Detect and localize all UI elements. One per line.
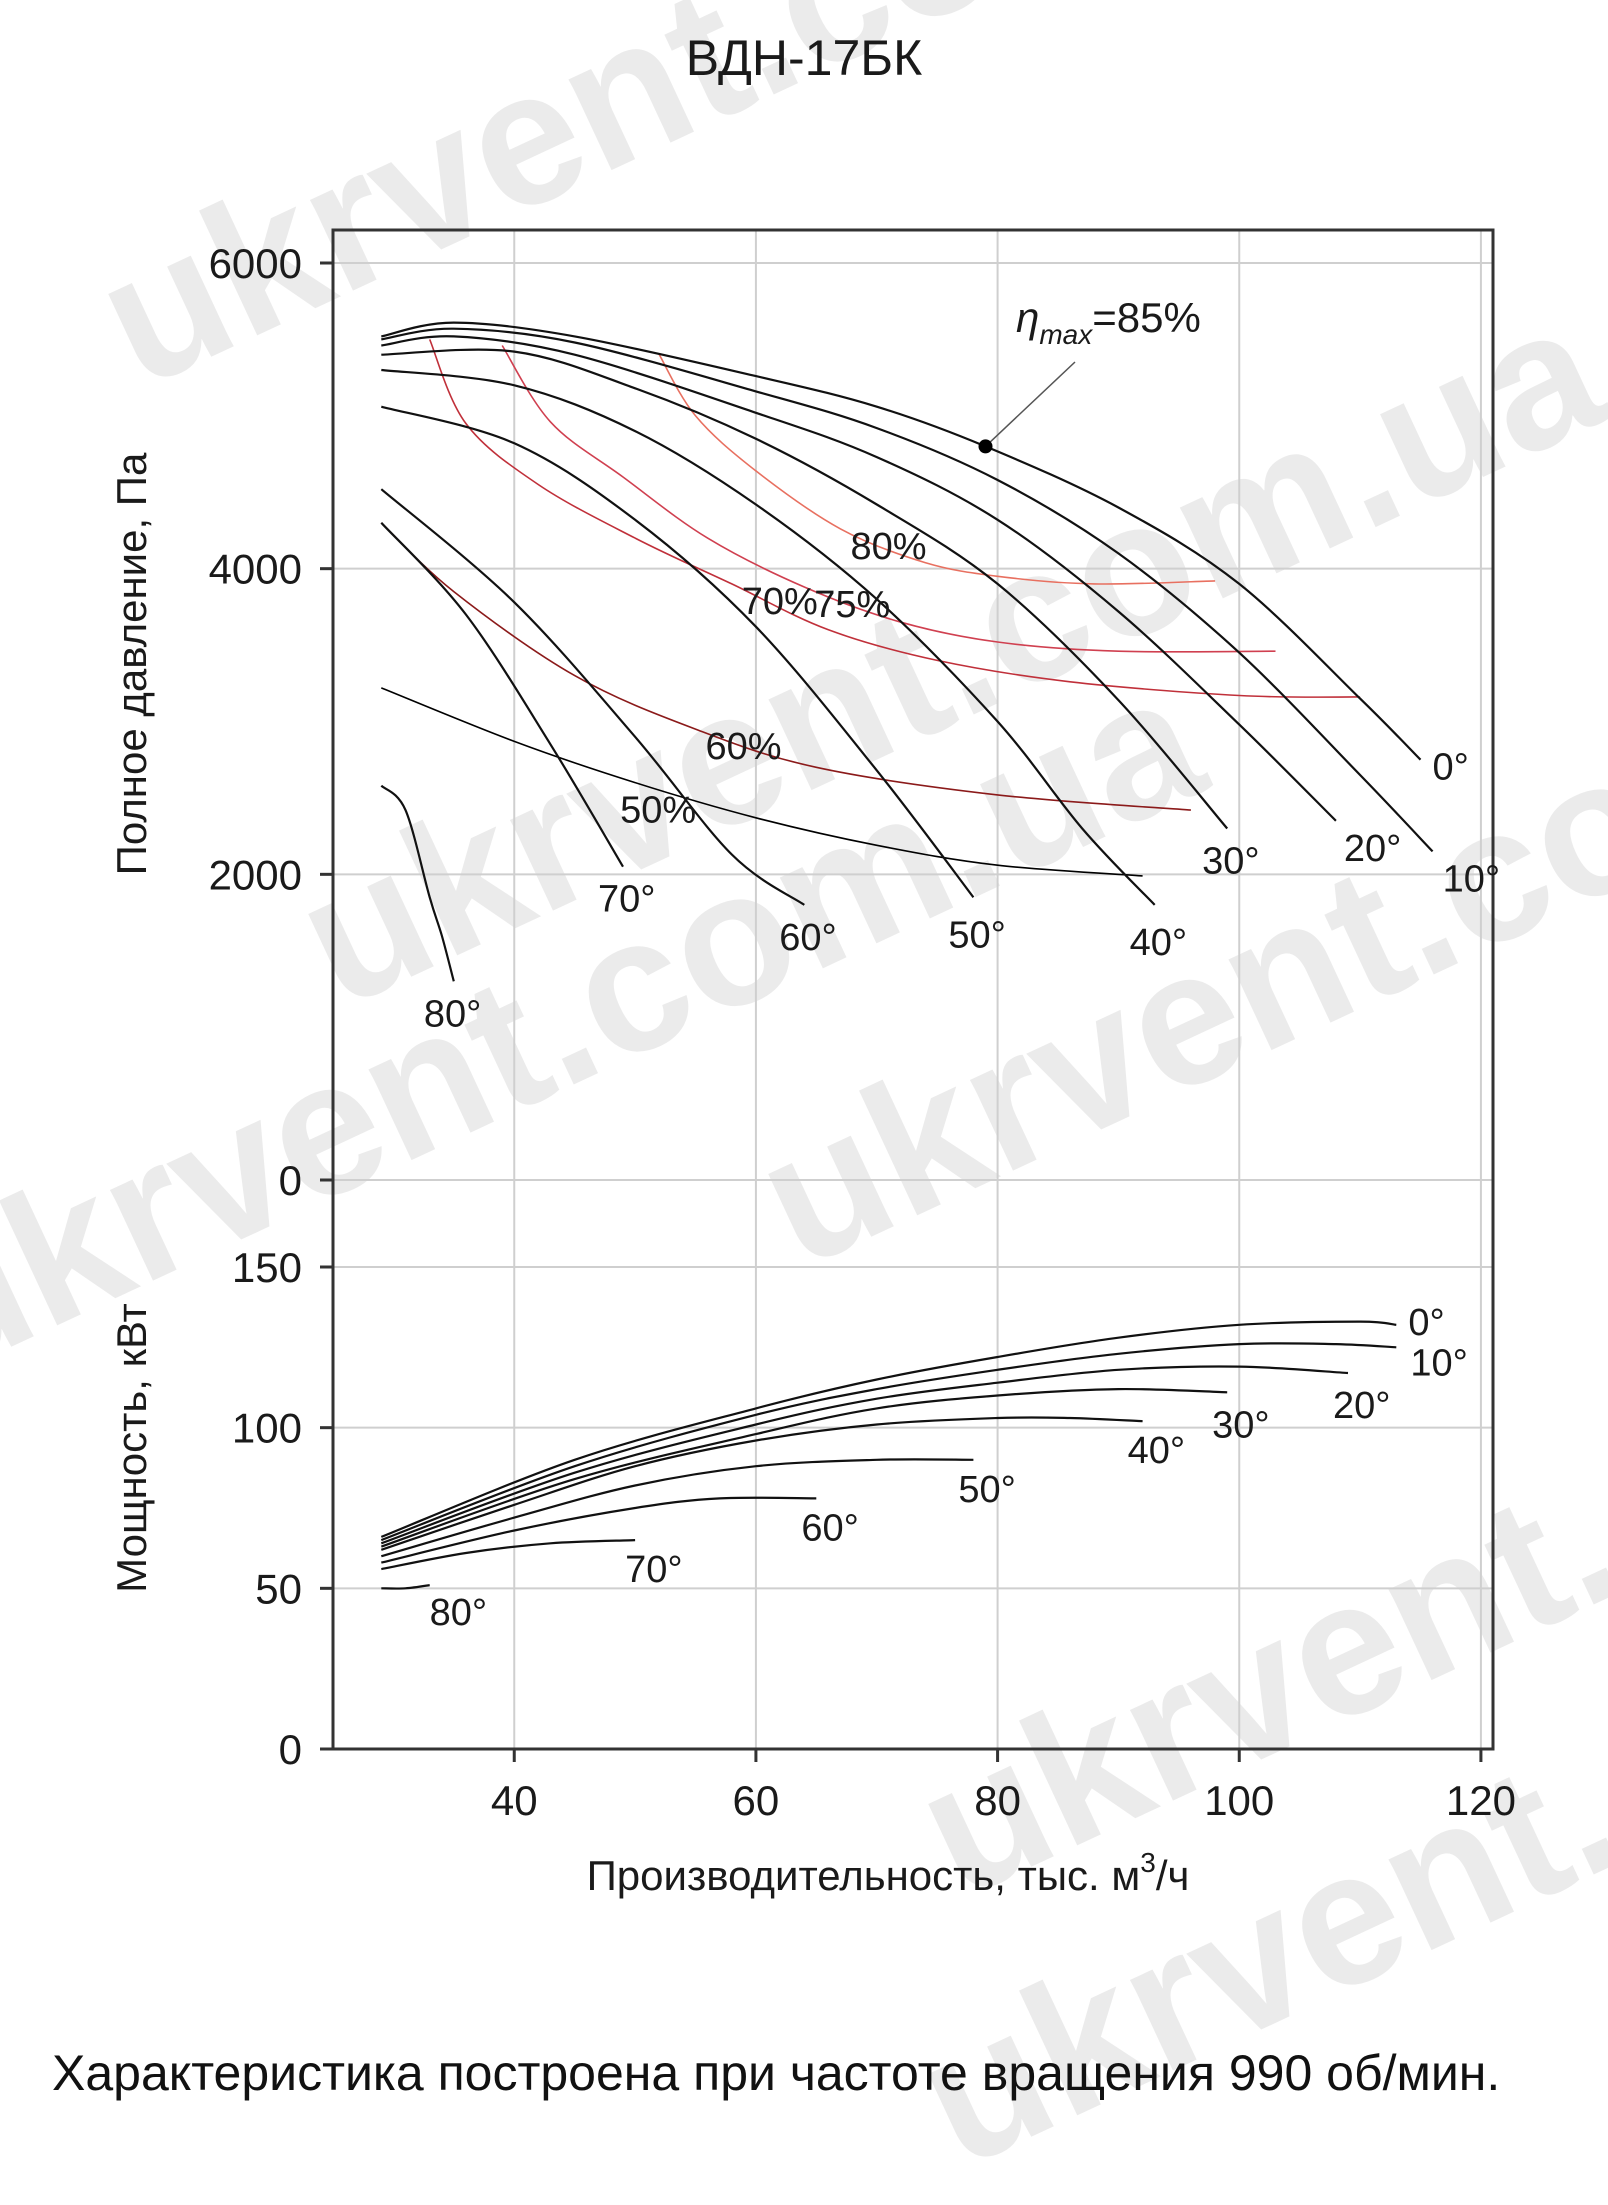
efficiency-curve-60pct [380,522,1191,811]
pressure-curve-label-10deg: 10° [1443,858,1500,900]
power-curve-40deg [380,1416,1143,1551]
x-axis-label-main: Производительность, тыс. м [587,1852,1141,1899]
efficiency-label-50pct: 50% [620,790,696,832]
eta-max-value: =85% [1092,294,1201,341]
pressure-curve-label-40deg: 40° [1130,922,1187,964]
power-curve-label-70deg: 70° [625,1549,682,1591]
x-axis-label-tail: /ч [1156,1852,1190,1899]
power-axis-label: Мощность, кВт [108,1303,155,1593]
pressure-curve-label-20deg: 20° [1344,828,1401,870]
power-curve-70deg [381,1539,636,1571]
plot-frame [331,228,1495,1751]
power-curve-20deg [380,1365,1349,1545]
pressure-tick-label: 4000 [209,546,302,593]
power-curve-80deg [381,1584,430,1590]
pressure-tick-label: 6000 [209,240,302,287]
efficiency-curve-50pct [381,687,1143,877]
efficiency-label-60pct: 60% [706,726,782,768]
power-tick-label: 0 [279,1726,302,1773]
pressure-curve-50deg [381,405,975,898]
power-curve-label-0deg: 0° [1408,1302,1444,1344]
power-curve-30deg [380,1387,1228,1548]
eta-max-point [978,439,993,454]
pressure-curve-80deg [380,784,455,982]
pressure-curve-10deg [381,327,1434,853]
chart-lines [380,321,1434,1590]
footnote: Характеристика построена при частоте вра… [52,2045,1501,2101]
grid-lines [320,230,1493,1762]
efficiency-curve-70pct [428,339,1361,698]
power-curve-label-40deg: 40° [1128,1430,1185,1472]
pressure-curve-label-30deg: 30° [1202,840,1259,882]
pressure-curve-0deg [381,321,1422,761]
x-tick-label: 60 [733,1777,780,1824]
pressure-curve-60deg [380,488,805,906]
pressure-axis-label: Полное давление, Па [108,452,155,875]
pressure-curve-label-70deg: 70° [598,879,655,921]
pressure-curve-20deg [381,335,1337,822]
pressure-curve-40deg [381,368,1156,906]
x-tick-label: 120 [1446,1777,1516,1824]
power-curve-60deg [381,1496,817,1564]
pressure-tick-label: 2000 [209,851,302,898]
efficiency-label-80pct: 80% [851,526,927,568]
power-tick-label: 100 [232,1405,302,1452]
x-axis-label-sup: 3 [1140,1847,1156,1878]
power-curve-label-20deg: 20° [1333,1385,1390,1427]
power-curve-50deg [380,1458,974,1558]
efficiency-curve-80pct [658,354,1216,585]
pressure-curve-label-80deg: 80° [424,993,481,1035]
power-curve-0deg [380,1320,1397,1538]
pressure-tick-label: 0 [279,1157,302,1204]
eta-max-leader [984,361,1076,447]
x-tick-label: 80 [974,1777,1021,1824]
power-curve-label-60deg: 60° [801,1507,858,1549]
power-tick-label: 50 [255,1565,302,1612]
power-curve-10deg [380,1342,1397,1542]
power-tick-label: 150 [232,1244,302,1291]
efficiency-curve-75pct [501,345,1276,653]
pressure-curve-label-50deg: 50° [948,914,1005,956]
eta-max-sub: max [1039,319,1093,350]
power-curve-label-30deg: 30° [1212,1404,1269,1446]
eta-max-symbol: η [1016,294,1039,341]
power-curve-label-80deg: 80° [430,1592,487,1634]
power-curve-label-50deg: 50° [958,1469,1015,1511]
eta-max-label: ηmax=85% [1016,294,1201,350]
power-curve-label-10deg: 10° [1410,1342,1467,1384]
x-axis-label: Производительность, тыс. м3/ч [587,1847,1190,1899]
x-tick-label: 40 [491,1777,538,1824]
x-tick-label: 100 [1204,1777,1274,1824]
chart-title: ВДН-17БК [686,30,922,86]
efficiency-label-75pct: 75% [814,584,890,626]
efficiency-label-70pct: 70% [742,581,818,623]
pressure-curve-label-0deg: 0° [1433,747,1469,789]
pressure-curve-label-60deg: 60° [779,917,836,959]
chart-labels: 40 60 80 100 120 0 2000 4000 6000 0 50 100 150 50%60%… [209,240,1516,1824]
pressure-curve-30deg [381,348,1229,830]
pressure-curve-70deg [380,522,624,868]
